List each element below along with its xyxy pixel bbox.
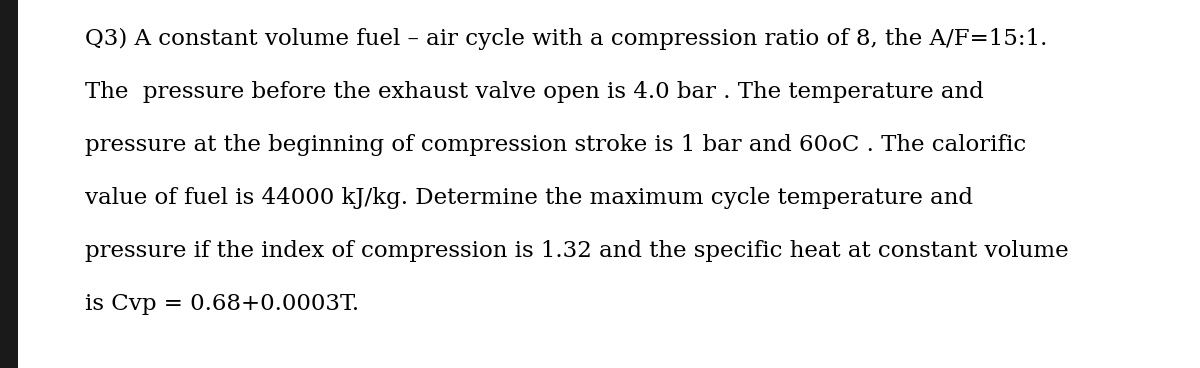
Text: pressure at the beginning of compression stroke is 1 bar and 60oC . The calorifi: pressure at the beginning of compression… (85, 134, 1026, 156)
Text: is Cvp = 0.68+0.0003T.: is Cvp = 0.68+0.0003T. (85, 293, 359, 315)
Text: Q3) A constant volume fuel – air cycle with a compression ratio of 8, the A/F=15: Q3) A constant volume fuel – air cycle w… (85, 28, 1048, 50)
Text: The  pressure before the exhaust valve open is 4.0 bar . The temperature and: The pressure before the exhaust valve op… (85, 81, 984, 103)
Text: value of fuel is 44000 kJ/kg. Determine the maximum cycle temperature and: value of fuel is 44000 kJ/kg. Determine … (85, 187, 973, 209)
Text: pressure if the index of compression is 1.32 and the specific heat at constant v: pressure if the index of compression is … (85, 240, 1069, 262)
